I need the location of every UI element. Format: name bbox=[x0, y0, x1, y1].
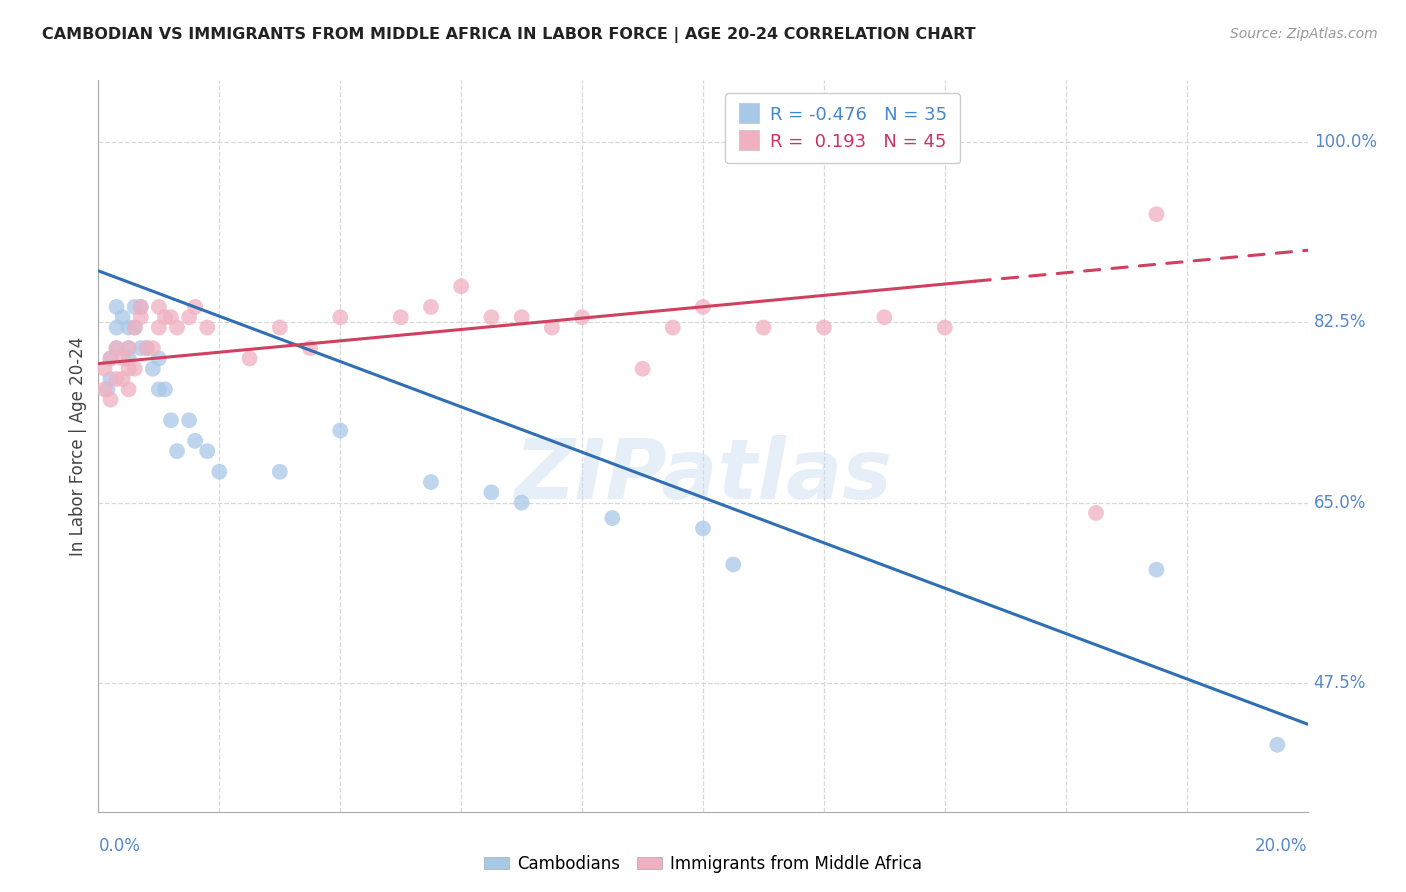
Text: 47.5%: 47.5% bbox=[1313, 674, 1367, 692]
Text: 0.0%: 0.0% bbox=[98, 838, 141, 855]
Point bbox=[105, 300, 128, 314]
Text: 100.0%: 100.0% bbox=[1313, 133, 1376, 151]
Point bbox=[692, 521, 714, 535]
Point bbox=[124, 320, 146, 334]
Point bbox=[105, 372, 128, 386]
Point bbox=[631, 361, 654, 376]
Point bbox=[129, 300, 152, 314]
Text: 65.0%: 65.0% bbox=[1313, 493, 1367, 512]
Point bbox=[510, 310, 533, 325]
Point bbox=[118, 341, 141, 355]
Point bbox=[100, 351, 122, 366]
Point bbox=[208, 465, 231, 479]
Point bbox=[124, 361, 146, 376]
Point bbox=[148, 382, 170, 396]
Legend: R = -0.476   N = 35, R =  0.193   N = 45: R = -0.476 N = 35, R = 0.193 N = 45 bbox=[725, 93, 960, 163]
Point bbox=[481, 485, 503, 500]
Point bbox=[166, 320, 188, 334]
Point bbox=[195, 320, 218, 334]
Point bbox=[510, 496, 533, 510]
Point bbox=[813, 320, 835, 334]
Point bbox=[148, 351, 170, 366]
Text: 82.5%: 82.5% bbox=[1313, 313, 1367, 331]
Point bbox=[153, 382, 176, 396]
Point bbox=[105, 341, 128, 355]
Text: 20.0%: 20.0% bbox=[1256, 838, 1308, 855]
Point bbox=[269, 320, 291, 334]
Point bbox=[93, 361, 115, 376]
Point bbox=[934, 320, 956, 334]
Point bbox=[571, 310, 593, 325]
Point bbox=[389, 310, 412, 325]
Point bbox=[118, 382, 141, 396]
Point bbox=[153, 310, 176, 325]
Point bbox=[160, 413, 183, 427]
Point bbox=[118, 320, 141, 334]
Point bbox=[269, 465, 291, 479]
Point bbox=[118, 351, 141, 366]
Text: Source: ZipAtlas.com: Source: ZipAtlas.com bbox=[1230, 27, 1378, 41]
Point bbox=[873, 310, 896, 325]
Point bbox=[184, 434, 207, 448]
Point bbox=[752, 320, 775, 334]
Point bbox=[1144, 207, 1167, 221]
Point bbox=[177, 310, 201, 325]
Point bbox=[129, 300, 152, 314]
Point bbox=[661, 320, 683, 334]
Point bbox=[148, 320, 170, 334]
Legend: Cambodians, Immigrants from Middle Africa: Cambodians, Immigrants from Middle Afric… bbox=[477, 848, 929, 880]
Point bbox=[195, 444, 218, 458]
Point bbox=[721, 558, 744, 572]
Point bbox=[148, 300, 170, 314]
Point bbox=[166, 444, 188, 458]
Point bbox=[419, 475, 441, 489]
Point bbox=[160, 310, 183, 325]
Point bbox=[111, 372, 134, 386]
Point bbox=[602, 511, 624, 525]
Point bbox=[1144, 563, 1167, 577]
Point bbox=[100, 372, 122, 386]
Point bbox=[540, 320, 562, 334]
Point bbox=[105, 341, 128, 355]
Point bbox=[124, 320, 146, 334]
Point bbox=[100, 351, 122, 366]
Point bbox=[129, 341, 152, 355]
Point bbox=[299, 341, 322, 355]
Point bbox=[1085, 506, 1108, 520]
Text: CAMBODIAN VS IMMIGRANTS FROM MIDDLE AFRICA IN LABOR FORCE | AGE 20-24 CORRELATIO: CAMBODIAN VS IMMIGRANTS FROM MIDDLE AFRI… bbox=[42, 27, 976, 43]
Text: ZIPatlas: ZIPatlas bbox=[515, 434, 891, 516]
Y-axis label: In Labor Force | Age 20-24: In Labor Force | Age 20-24 bbox=[69, 336, 87, 556]
Point bbox=[450, 279, 472, 293]
Point bbox=[329, 310, 352, 325]
Point bbox=[177, 413, 201, 427]
Point bbox=[105, 320, 128, 334]
Point bbox=[184, 300, 207, 314]
Point bbox=[239, 351, 262, 366]
Point bbox=[124, 300, 146, 314]
Point bbox=[111, 310, 134, 325]
Point bbox=[142, 361, 165, 376]
Point bbox=[1265, 738, 1288, 752]
Point bbox=[118, 361, 141, 376]
Point bbox=[96, 382, 118, 396]
Point bbox=[135, 341, 157, 355]
Point bbox=[142, 341, 165, 355]
Point bbox=[111, 351, 134, 366]
Point bbox=[118, 341, 141, 355]
Point bbox=[100, 392, 122, 407]
Point bbox=[419, 300, 441, 314]
Point bbox=[93, 382, 115, 396]
Point bbox=[481, 310, 503, 325]
Point bbox=[129, 310, 152, 325]
Point bbox=[692, 300, 714, 314]
Point bbox=[329, 424, 352, 438]
Point bbox=[135, 341, 157, 355]
